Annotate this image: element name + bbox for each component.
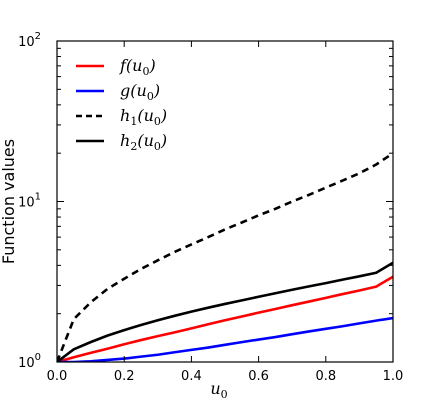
series-line-1 bbox=[57, 275, 393, 362]
y-tick-label: 100 bbox=[18, 352, 41, 371]
legend-label: h1(u0) bbox=[120, 106, 167, 128]
plot-area bbox=[57, 152, 393, 362]
x-axis-label: u0 bbox=[210, 379, 227, 401]
series-line-2 bbox=[57, 316, 393, 362]
y-axis-label: Function values bbox=[0, 139, 18, 264]
x-tick-label: 1.0 bbox=[383, 369, 404, 384]
y-tick-label: 102 bbox=[18, 31, 41, 50]
axes: 0.0 0.2 0.4 0.6 0.8 1.0 100 101 102 u0 Function va… bbox=[0, 31, 403, 401]
legend-label: g(u0) bbox=[120, 81, 160, 103]
series-line-3 bbox=[57, 152, 393, 362]
legend-label: h2(u0) bbox=[120, 131, 167, 153]
x-tick-label: 0.0 bbox=[47, 369, 68, 384]
x-tick-label: 0.4 bbox=[181, 369, 202, 384]
x-tick-label: 0.8 bbox=[315, 369, 336, 384]
series-line-4 bbox=[57, 261, 393, 362]
legend-label: f(u0) bbox=[119, 56, 156, 78]
x-tick-label: 0.2 bbox=[114, 369, 135, 384]
x-tick-label: 0.6 bbox=[248, 369, 269, 384]
y-tick-label: 101 bbox=[18, 192, 41, 211]
plot-frame bbox=[56, 40, 394, 363]
legend: f(u0) g(u0) h1(u0) h2(u0) bbox=[76, 56, 167, 153]
